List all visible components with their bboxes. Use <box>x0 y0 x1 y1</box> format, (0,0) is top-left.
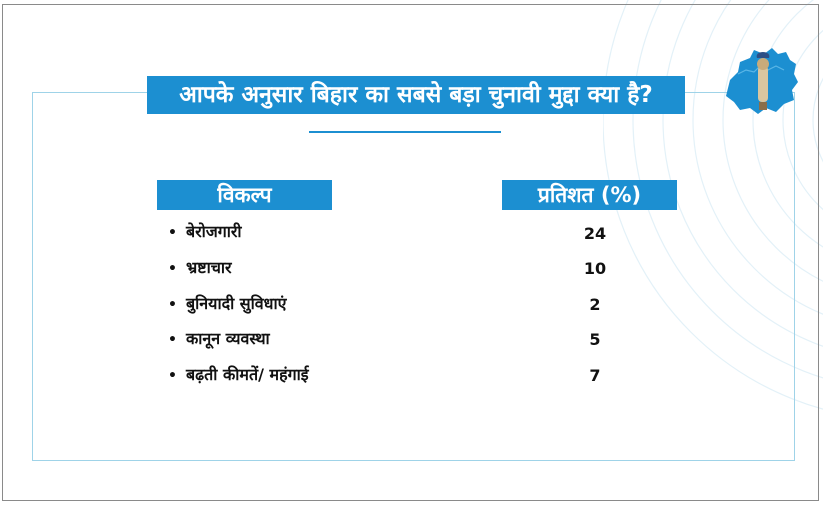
option-row: • बढ़ती कीमतें/ महंगाई <box>168 362 309 388</box>
option-row: • बेरोजगारी <box>168 219 242 245</box>
option-value: 24 <box>583 224 607 243</box>
content-frame <box>32 92 795 461</box>
option-label: बढ़ती कीमतें/ महंगाई <box>186 365 309 384</box>
option-row: • कानून व्यवस्था <box>168 326 270 352</box>
option-row: • बुनियादी सुविधाएं <box>168 291 286 317</box>
option-label: कानून व्यवस्था <box>186 329 270 348</box>
bihar-map-icon <box>726 48 798 114</box>
option-value: 10 <box>583 259 607 278</box>
option-row: • भ्रष्टाचार <box>168 255 232 281</box>
column-header-percent: प्रतिशत (%) <box>502 180 677 210</box>
page-title: आपके अनुसार बिहार का सबसे बड़ा चुनावी मु… <box>147 76 685 114</box>
title-underline <box>309 131 501 133</box>
option-value: 5 <box>589 330 601 349</box>
option-value: 2 <box>589 295 601 314</box>
option-label: बेरोजगारी <box>186 222 242 241</box>
column-header-options: विकल्प <box>157 180 332 210</box>
bullet-icon: • <box>168 332 177 348</box>
bullet-icon: • <box>168 225 177 241</box>
option-label: भ्रष्टाचार <box>186 258 232 277</box>
outer-border <box>2 4 819 501</box>
background-arcs-decoration <box>603 0 823 410</box>
bullet-icon: • <box>168 261 177 277</box>
bullet-icon: • <box>168 368 177 384</box>
option-label: बुनियादी सुविधाएं <box>186 294 287 313</box>
option-value: 7 <box>589 366 601 385</box>
bullet-icon: • <box>168 297 177 313</box>
